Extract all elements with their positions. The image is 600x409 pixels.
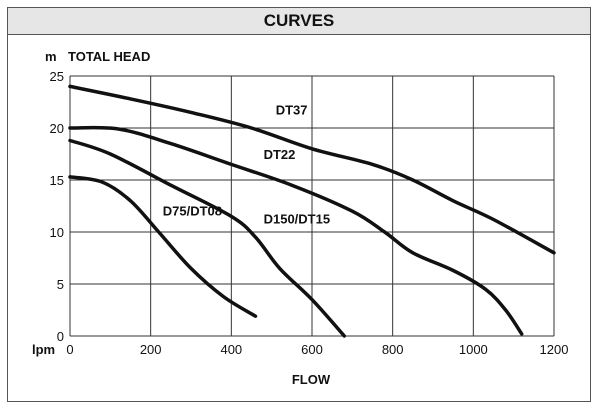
chart-header: CURVES <box>8 8 590 35</box>
curve-dt22 <box>68 125 524 336</box>
x-tick-label: 1000 <box>459 342 488 357</box>
x-tick-label: 800 <box>382 342 404 357</box>
x-tick-label: 400 <box>220 342 242 357</box>
series-label: D150/DT15 <box>264 212 330 227</box>
y-axis-unit: m <box>45 49 57 64</box>
curve-d150-dt15 <box>68 138 347 338</box>
series-label: DT37 <box>276 102 308 117</box>
y-tick-label: 0 <box>57 329 64 344</box>
y-tick-label: 15 <box>50 173 64 188</box>
series-label: DT22 <box>264 147 296 162</box>
y-tick-label: 5 <box>57 277 64 292</box>
y-tick-label: 25 <box>50 69 64 84</box>
x-tick-label: 600 <box>301 342 323 357</box>
x-tick-label: 200 <box>140 342 162 357</box>
x-tick-label: 1200 <box>540 342 569 357</box>
x-axis-label: FLOW <box>292 372 331 387</box>
curve-d75-dt08 <box>68 175 258 318</box>
y-tick-label: 10 <box>50 225 64 240</box>
x-axis-unit: lpm <box>32 342 55 357</box>
x-tick-label: 0 <box>66 342 73 357</box>
y-axis-label: TOTAL HEAD <box>68 49 150 64</box>
chart-title: CURVES <box>263 11 335 30</box>
y-tick-label: 20 <box>50 121 64 136</box>
curve-dt37 <box>68 84 556 255</box>
series-label: D75/DT08 <box>163 203 222 218</box>
